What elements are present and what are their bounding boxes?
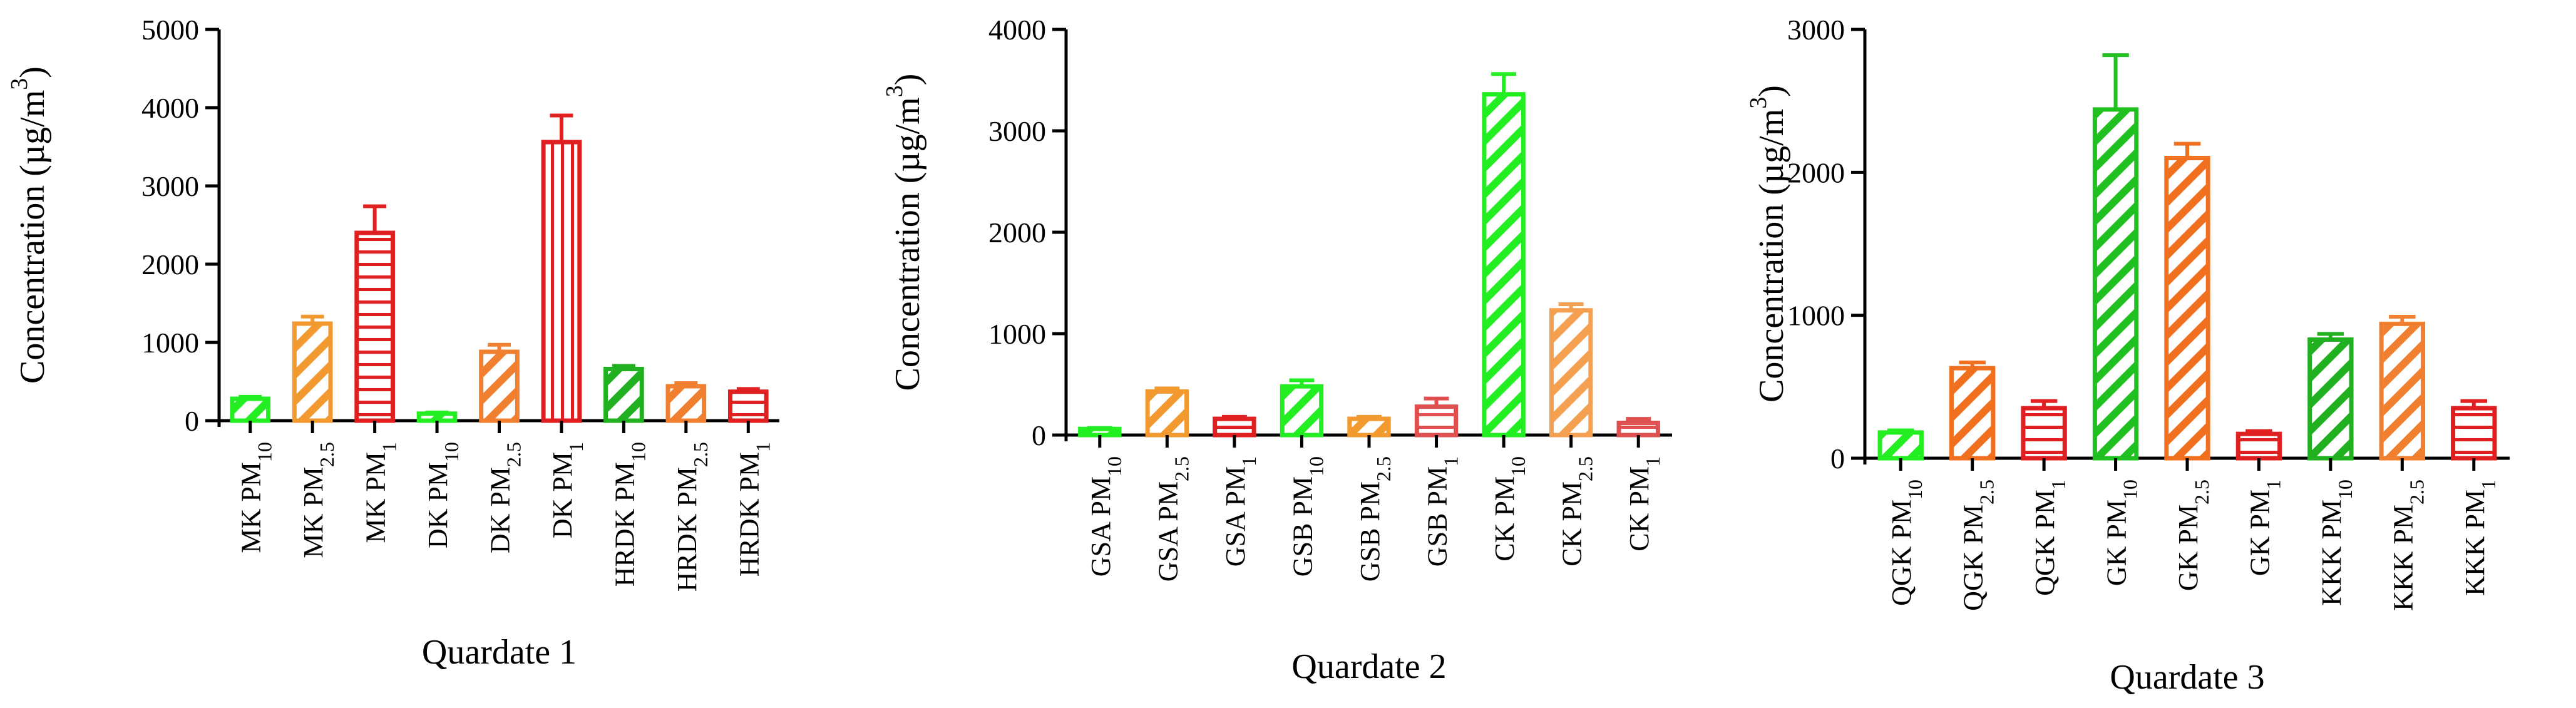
category-label: MK PM2.5 (298, 442, 338, 558)
category-label: KKK PM1 (2460, 480, 2500, 596)
category-label: GK PM1 (2244, 480, 2284, 576)
bar (541, 140, 582, 423)
category-label: GK PM10 (2101, 480, 2142, 586)
category-label: QGK PM1 (2029, 480, 2070, 596)
bar (1078, 426, 1122, 438)
category-label: GSA PM1 (1220, 456, 1260, 567)
chart-quardate-3: 0 1000 2000 3000 Concentration (µg/m3) QGK PM… (1745, 14, 2510, 697)
bar (1877, 430, 1924, 461)
category-label: KKK PM2.5 (2388, 480, 2428, 611)
category-label: MK PM10 (236, 442, 276, 553)
bar (1414, 404, 1459, 438)
bar (2379, 321, 2426, 461)
bar (2164, 156, 2210, 461)
bar (1280, 384, 1324, 438)
category-label: GSA PM10 (1085, 456, 1126, 577)
category-label: CK PM1 (1624, 456, 1664, 552)
y-axis-label: Concentration (µg/m3) (6, 66, 52, 384)
bar (603, 367, 644, 423)
category-label: HRDK PM10 (609, 442, 649, 587)
category-label: GSB PM10 (1287, 456, 1327, 577)
y-tick-label: 1000 (141, 327, 199, 359)
bar (479, 349, 520, 423)
y-tick-label: 2000 (141, 249, 199, 280)
bar (665, 384, 707, 423)
category-label: KKK PM10 (2316, 480, 2356, 606)
category-label: HRDK PM1 (734, 442, 774, 577)
y-tick-label: 2000 (1787, 156, 1845, 188)
category-label: QGK PM2.5 (1958, 480, 1998, 611)
category-label: MK PM1 (361, 442, 401, 543)
y-tick-label: 0 (185, 405, 199, 437)
y-tick-label: 3000 (1787, 14, 1845, 46)
category-label: QGK PM10 (1886, 480, 1926, 606)
category-label: HRDK PM2.5 (672, 442, 712, 592)
bar (1949, 366, 1996, 461)
y-axis-label: Concentration (µg/m3) (881, 74, 927, 391)
bar (1616, 421, 1660, 438)
chart-quardate-2: 0 1000 2000 3000 4000 Concentration (µg/m3) GS… (881, 14, 1672, 686)
y-tick-label: 1000 (988, 318, 1046, 350)
bar (292, 321, 333, 423)
bar (1549, 308, 1593, 438)
category-label: DK PM2.5 (485, 442, 525, 553)
x-axis-label: Quardate 3 (2110, 658, 2264, 697)
category-label: GSB PM1 (1422, 456, 1462, 567)
bar (2307, 337, 2354, 461)
y-axis-label: Concentration (µg/m3) (1745, 85, 1791, 403)
category-label: CK PM2.5 (1557, 456, 1597, 567)
bar (416, 411, 458, 423)
bar (2235, 431, 2282, 461)
bar (230, 396, 271, 423)
y-tick-label: 1000 (1787, 300, 1845, 332)
y-tick-label: 0 (1032, 419, 1046, 451)
y-tick-label: 4000 (141, 92, 199, 124)
y-tick-label: 4000 (988, 14, 1046, 46)
y-tick-label: 0 (1830, 443, 1845, 475)
bar (2092, 107, 2139, 461)
y-tick-label: 2000 (988, 217, 1046, 249)
category-label: DK PM10 (423, 442, 463, 548)
bar (1213, 416, 1256, 438)
bar (727, 389, 769, 423)
y-tick-label: 5000 (141, 14, 199, 46)
bar (2021, 406, 2067, 461)
x-axis-label: Quardate 1 (422, 633, 577, 672)
chart-quardate-1: 0 1000 2000 3000 4000 5000 Concentration (µg/m… (6, 14, 779, 672)
x-axis-label: Quardate 2 (1291, 647, 1446, 686)
y-tick-label: 3000 (141, 170, 199, 202)
category-label: CK PM10 (1489, 456, 1529, 562)
bar (354, 230, 395, 423)
bar (2451, 406, 2497, 461)
bar (1347, 416, 1391, 438)
category-label: GSA PM2.5 (1152, 456, 1193, 582)
y-tick-label: 3000 (988, 115, 1046, 147)
bar (1145, 389, 1189, 438)
category-label: DK PM1 (547, 442, 587, 538)
category-label: GK PM2.5 (2173, 480, 2213, 591)
category-label: GSB PM2.5 (1355, 456, 1395, 582)
bar (1482, 92, 1526, 438)
